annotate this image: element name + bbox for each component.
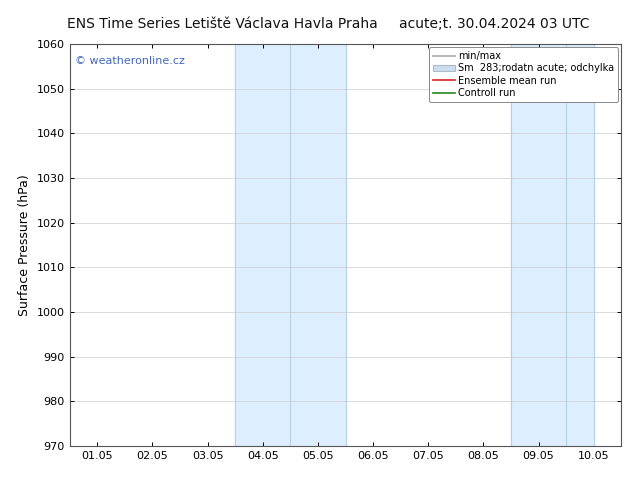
Text: ENS Time Series Letiště Václava Havla Praha: ENS Time Series Letiště Václava Havla Pr… (67, 17, 377, 31)
Text: acute;t. 30.04.2024 03 UTC: acute;t. 30.04.2024 03 UTC (399, 17, 590, 31)
Text: © weatheronline.cz: © weatheronline.cz (75, 56, 185, 66)
Y-axis label: Surface Pressure (hPa): Surface Pressure (hPa) (18, 174, 31, 316)
Legend: min/max, Sm  283;rodatn acute; odchylka, Ensemble mean run, Controll run: min/max, Sm 283;rodatn acute; odchylka, … (429, 47, 618, 102)
Bar (235, 44, 346, 446)
Bar (511, 44, 593, 446)
